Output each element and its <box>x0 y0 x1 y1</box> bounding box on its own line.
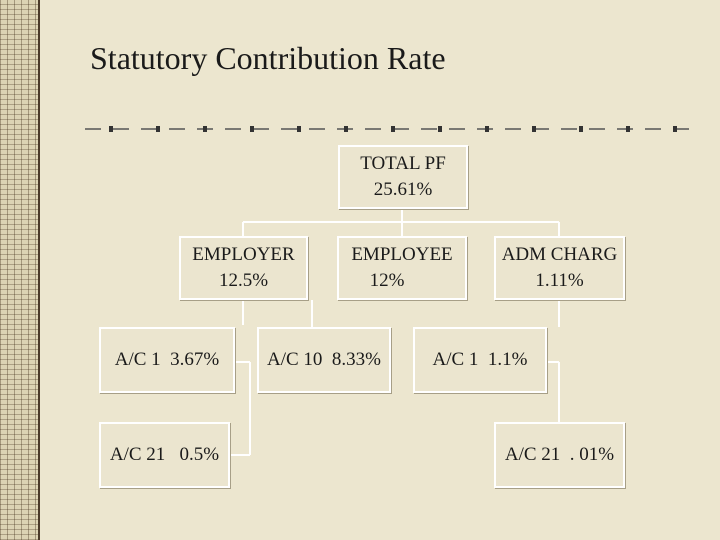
node-employee-ac10: A/C 10 8.33% <box>257 327 391 393</box>
node-employee-label: EMPLOYEE <box>351 244 453 265</box>
node-employer-ac1-text: A/C 1 3.67% <box>114 349 220 370</box>
node-total-pf-value: 25.61% <box>373 179 433 200</box>
node-adm-charg: ADM CHARG 1.11% <box>494 236 625 300</box>
node-employer-ac21-text: A/C 21 0.5% <box>109 444 220 465</box>
node-employer-ac21: A/C 21 0.5% <box>99 422 230 488</box>
node-employer-ac1: A/C 1 3.67% <box>99 327 235 393</box>
node-adm-charg-value: 1.11% <box>535 270 584 291</box>
node-adm-charg-label: ADM CHARG <box>501 244 618 265</box>
node-adm-ac1: A/C 1 1.1% <box>413 327 547 393</box>
node-total-pf: TOTAL PF 25.61% <box>338 145 468 209</box>
node-employer: EMPLOYER 12.5% <box>179 236 308 300</box>
node-total-pf-label: TOTAL PF <box>360 153 446 174</box>
title-divider <box>85 121 700 137</box>
node-employer-label: EMPLOYER <box>192 244 295 265</box>
decorative-side-stripe <box>0 0 40 540</box>
slide-title: Statutory Contribution Rate <box>90 40 446 76</box>
node-adm-ac21-text: A/C 21 . 01% <box>504 444 615 465</box>
node-employee: EMPLOYEE 12% <box>337 236 467 300</box>
node-adm-ac21: A/C 21 . 01% <box>494 422 625 488</box>
node-employee-ac10-text: A/C 10 8.33% <box>267 349 381 370</box>
node-employee-value: 12% <box>369 270 405 291</box>
node-employer-value: 12.5% <box>218 270 269 291</box>
node-adm-ac1-text: A/C 1 1.1% <box>432 349 528 370</box>
